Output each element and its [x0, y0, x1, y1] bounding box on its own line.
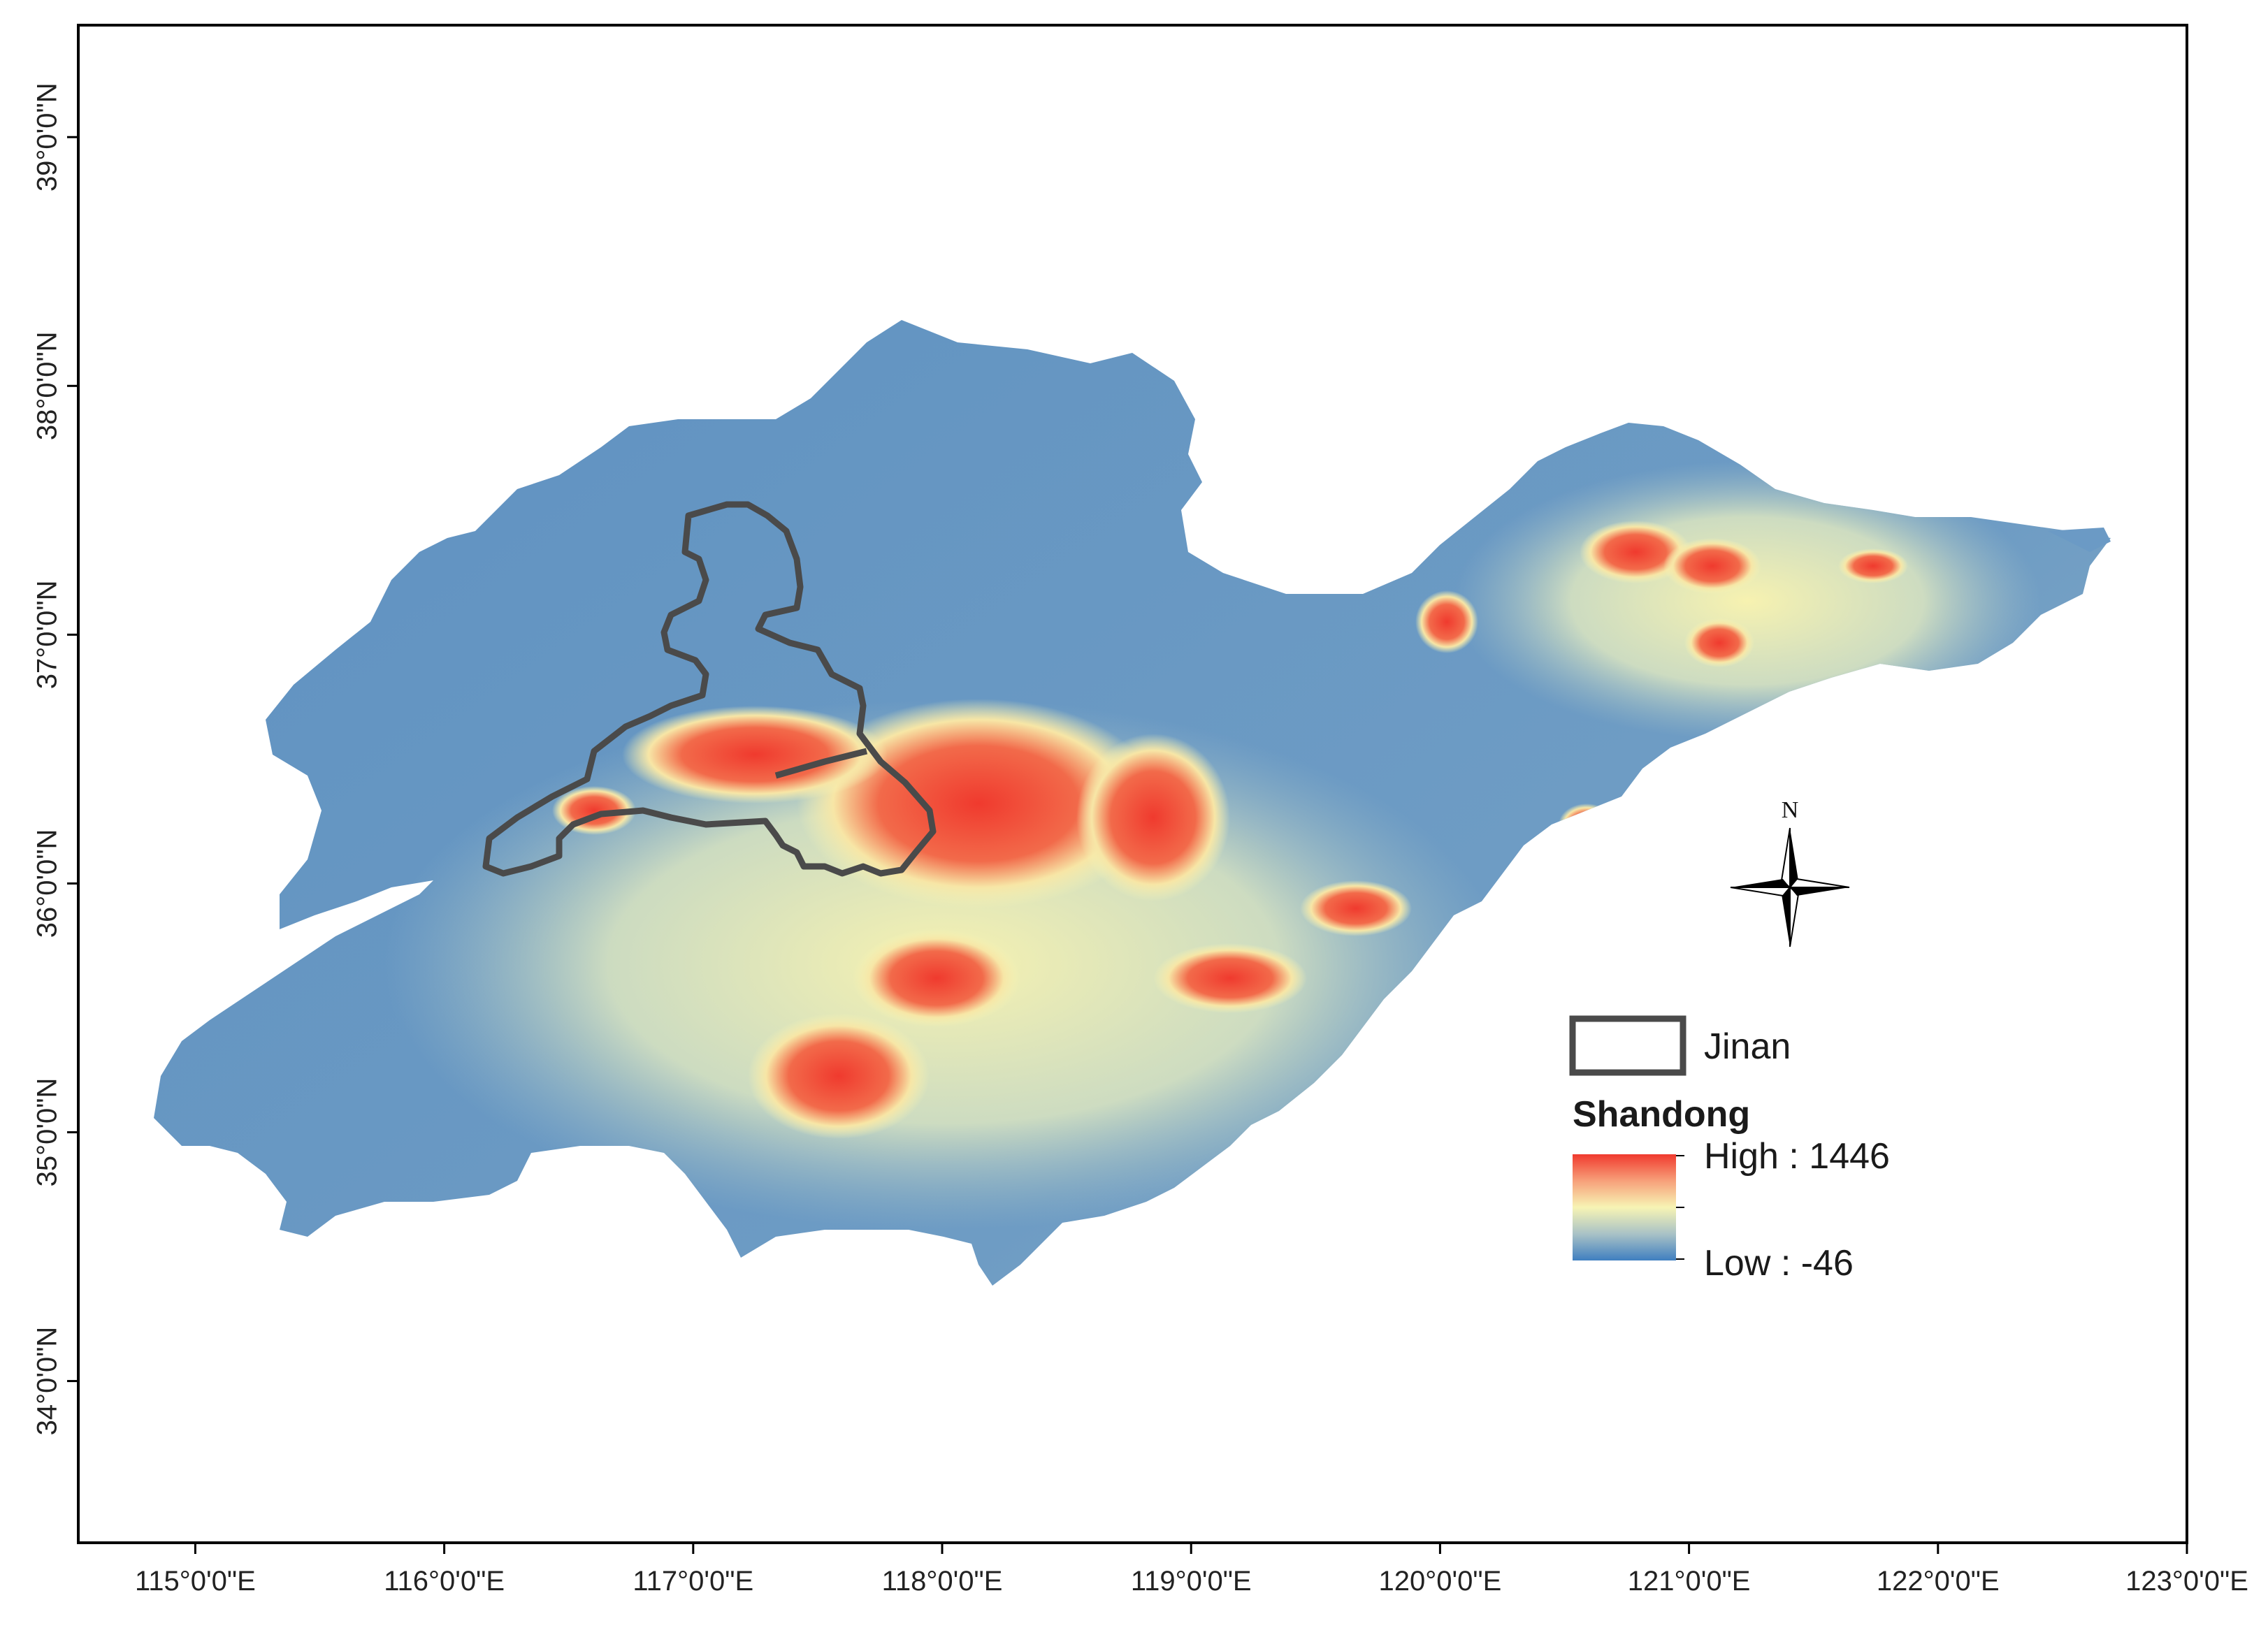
jinan-boundary — [482, 501, 937, 877]
north-arrow: N — [1730, 797, 1850, 947]
map-frame — [77, 24, 2188, 1544]
legend-raster-title: Shandong — [1573, 1094, 1750, 1135]
legend-color-ramp — [1573, 1154, 1676, 1260]
y-tick-label: 36°0'0"N — [32, 829, 63, 938]
x-tick-label: 123°0'0"E — [2125, 1566, 2248, 1597]
x-tick-label: 120°0'0"E — [1379, 1566, 1502, 1597]
legend-high-label: High : 1446 — [1704, 1136, 1890, 1177]
y-tick-label: 34°0'0"N — [32, 1327, 63, 1436]
legend-boundary-label: Jinan — [1704, 1026, 1791, 1067]
y-tick-label: 39°0'0"N — [32, 82, 63, 191]
x-tick-label: 121°0'0"E — [1628, 1566, 1751, 1597]
x-tick-label: 115°0'0"E — [135, 1566, 256, 1597]
y-tick-label: 37°0'0"N — [32, 581, 63, 690]
x-tick-label: 116°0'0"E — [384, 1566, 505, 1597]
x-tick-label: 117°0'0"E — [633, 1566, 753, 1597]
y-tick-label: 38°0'0"N — [32, 331, 63, 440]
legend-low-label: Low : -46 — [1704, 1243, 1854, 1284]
north-label: N — [1782, 797, 1799, 823]
legend-boundary-swatch — [1569, 1015, 1686, 1076]
legend: Jinan Shandong High : 1446 Low : -46 — [1569, 1015, 1890, 1284]
x-tick-label: 118°0'0"E — [882, 1566, 1003, 1597]
coastal-islet — [2048, 528, 2111, 552]
y-tick-label: 35°0'0"N — [32, 1078, 63, 1187]
y-axis: 34°0'0"N 35°0'0"N 36°0'0"N 37°0'0"N 38°0'0"N… — [32, 82, 78, 1435]
x-tick-label: 122°0'0"E — [1877, 1566, 2000, 1597]
x-axis: 115°0'0"E 116°0'0"E 117°0'0"E 118°0'0"E 119°… — [135, 1543, 2248, 1597]
x-tick-label: 119°0'0"E — [1131, 1566, 1252, 1597]
